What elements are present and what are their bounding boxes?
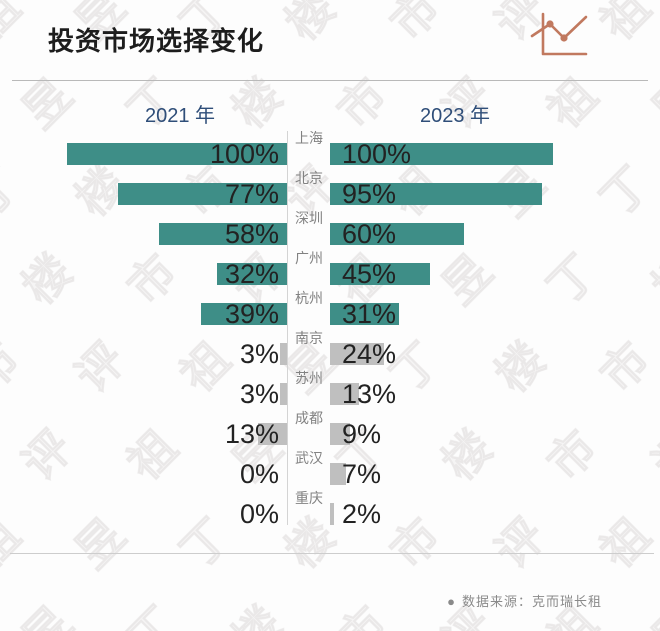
bar-2023 bbox=[330, 383, 359, 405]
watermark-glyph: 市 bbox=[537, 420, 607, 490]
watermark-glyph: 祖 bbox=[590, 0, 660, 50]
watermark-glyph: 丁 bbox=[0, 156, 30, 226]
city-label: 重庆 bbox=[295, 490, 323, 506]
value-label-2023: 13% bbox=[342, 379, 397, 409]
value-label-2023: 100% bbox=[342, 139, 412, 169]
watermark-glyph: 昱 bbox=[65, 508, 135, 578]
watermark-glyph: 评 bbox=[642, 420, 660, 490]
year-header-2023: 2023 年 bbox=[419, 105, 491, 127]
bar-2021 bbox=[280, 383, 287, 405]
watermark-glyph: 市 bbox=[0, 332, 30, 402]
watermark-glyph: 楼 bbox=[12, 244, 82, 314]
value-label-2021: 32% bbox=[224, 259, 279, 289]
watermark-glyph: 昱 bbox=[642, 68, 660, 138]
watermark-glyph: 丁 bbox=[110, 589, 189, 631]
bar-2023 bbox=[330, 463, 346, 485]
watermark-glyph: 楼 bbox=[432, 420, 502, 490]
value-label-2023: 24% bbox=[342, 339, 397, 369]
city-label: 武汉 bbox=[295, 450, 323, 466]
value-label-2021: 100% bbox=[209, 139, 279, 169]
value-label-2023: 31% bbox=[342, 299, 397, 329]
line-chart-icon bbox=[530, 12, 588, 56]
bar-2023 bbox=[330, 423, 350, 445]
year-header-2021: 2021 年 bbox=[144, 105, 216, 127]
value-label-2021: 13% bbox=[224, 419, 279, 449]
watermark-glyph: 祖 bbox=[170, 332, 240, 402]
bar-2021 bbox=[118, 183, 287, 205]
watermark-glyph: 昱 bbox=[432, 244, 502, 314]
value-label-2023: 95% bbox=[342, 179, 397, 209]
bar-2023 bbox=[330, 183, 542, 205]
city-label: 上海 bbox=[295, 130, 323, 146]
city-label: 杭州 bbox=[295, 290, 323, 306]
city-label: 苏州 bbox=[295, 370, 323, 386]
bar-2021 bbox=[217, 263, 287, 285]
bar-2023 bbox=[330, 343, 384, 365]
bar-2021 bbox=[159, 223, 287, 245]
watermark-glyph: 楼 bbox=[275, 508, 345, 578]
bar-2021 bbox=[67, 143, 287, 165]
data-point-dot bbox=[560, 34, 568, 42]
watermark-glyph: 昱 bbox=[635, 589, 660, 631]
source-text: 数据来源：克而瑞长租 bbox=[461, 594, 602, 609]
value-label-2021: 39% bbox=[224, 299, 279, 329]
watermark-glyph: 祖 bbox=[537, 68, 607, 138]
value-label-2021: 3% bbox=[239, 339, 279, 369]
city-label: 广州 bbox=[295, 250, 323, 266]
watermark-glyph: 丁 bbox=[170, 508, 240, 578]
watermark-glyph: 祖 bbox=[0, 0, 30, 50]
watermark-glyph: 市 bbox=[380, 0, 450, 50]
watermark-glyph: 评 bbox=[65, 332, 135, 402]
page-title: 投资市场选择变化 bbox=[48, 26, 265, 56]
city-label: 成都 bbox=[295, 410, 323, 426]
watermark-glyph: 楼 bbox=[485, 332, 555, 402]
value-label-2021: 0% bbox=[239, 499, 279, 529]
watermark-glyph: 评 bbox=[485, 508, 555, 578]
city-label: 深圳 bbox=[295, 210, 323, 226]
value-label-2023: 2% bbox=[342, 499, 382, 529]
watermark-glyph: 市 bbox=[117, 244, 187, 314]
watermark-glyph: 昱 bbox=[5, 589, 84, 631]
bar-2023 bbox=[330, 143, 553, 165]
bullet-icon: ● bbox=[447, 594, 456, 609]
value-label-2023: 45% bbox=[342, 259, 397, 289]
watermark-glyph: 市 bbox=[380, 508, 450, 578]
bar-2021 bbox=[258, 423, 287, 445]
watermark-glyph: 楼 bbox=[642, 244, 660, 314]
top-divider bbox=[12, 80, 648, 81]
value-label-2021: 77% bbox=[224, 179, 279, 209]
watermark-glyph: 丁 bbox=[590, 156, 660, 226]
watermark-glyph: 市 bbox=[590, 332, 660, 402]
watermark-glyph: 市 bbox=[320, 589, 399, 631]
bar-2021 bbox=[201, 303, 287, 325]
value-label-2021: 3% bbox=[239, 379, 279, 409]
value-label-2023: 60% bbox=[342, 219, 397, 249]
watermark-glyph: 楼 bbox=[275, 0, 345, 50]
watermark-glyph: 楼 bbox=[215, 589, 294, 631]
data-source: ● 数据来源：克而瑞长租 bbox=[447, 591, 602, 610]
bar-2021 bbox=[280, 343, 287, 365]
value-label-2023: 9% bbox=[342, 419, 382, 449]
bar-2023 bbox=[330, 303, 399, 325]
data-point-dot bbox=[546, 20, 554, 28]
watermark-glyph: 祖 bbox=[117, 420, 187, 490]
bar-2023 bbox=[330, 503, 334, 525]
value-label-2021: 0% bbox=[239, 459, 279, 489]
watermark-glyph: 昱 bbox=[12, 68, 82, 138]
city-label: 北京 bbox=[295, 170, 323, 186]
city-label: 南京 bbox=[295, 330, 323, 346]
watermark-glyph: 祖 bbox=[590, 508, 660, 578]
bottom-divider bbox=[10, 553, 654, 554]
value-label-2023: 7% bbox=[342, 459, 382, 489]
bar-2023 bbox=[330, 223, 464, 245]
watermark-glyph: 评 bbox=[12, 420, 82, 490]
bar-2023 bbox=[330, 263, 430, 285]
value-label-2021: 58% bbox=[224, 219, 279, 249]
watermark-glyph: 丁 bbox=[537, 244, 607, 314]
center-axis-line bbox=[287, 131, 288, 525]
watermark-glyph: 祖 bbox=[0, 508, 30, 578]
